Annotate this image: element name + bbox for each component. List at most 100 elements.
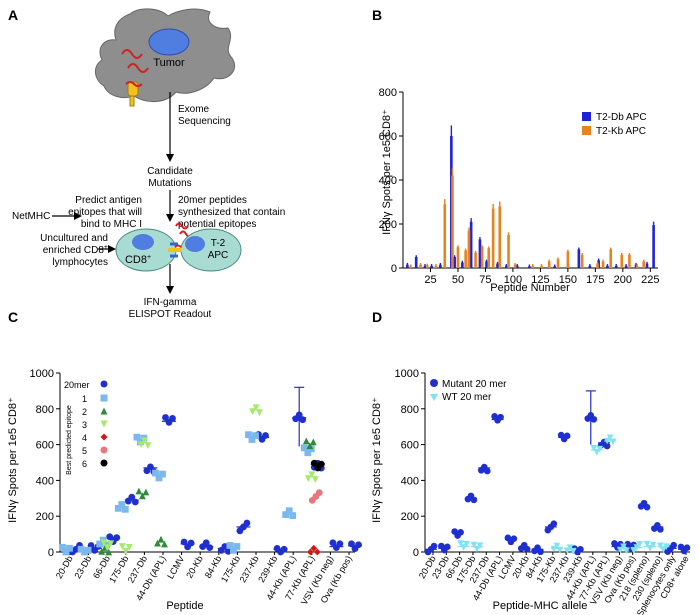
panel-b-xlabel: Peptide Number bbox=[490, 282, 570, 294]
data-point bbox=[169, 415, 176, 422]
data-point bbox=[135, 487, 143, 495]
data-point bbox=[230, 546, 237, 554]
data-point bbox=[550, 520, 558, 528]
d-y-tick-label: 200 bbox=[401, 511, 419, 523]
panel-b-letter: B bbox=[372, 7, 382, 23]
bar bbox=[577, 249, 581, 268]
panel-b-bar-chart: B IFNγ Spots per 1e5 CD8⁺ Peptide Number… bbox=[372, 7, 659, 294]
panel-c-ylabel: IFNγ Spots per 1e5 CD8⁺ bbox=[7, 397, 19, 523]
c-y-tick-label: 200 bbox=[36, 511, 54, 523]
data-point bbox=[107, 540, 115, 548]
bar bbox=[467, 230, 471, 268]
b-y-tick-label: 0 bbox=[391, 263, 397, 275]
panel-c-letter: C bbox=[8, 309, 18, 325]
b-x-tick-label: 25 bbox=[424, 274, 436, 286]
uncultured-label-3: lymphocytes bbox=[52, 257, 108, 268]
data-point bbox=[510, 535, 518, 542]
data-point bbox=[202, 539, 210, 547]
data-point bbox=[121, 505, 129, 513]
data-point bbox=[282, 511, 290, 519]
d-y-tick-label: 1000 bbox=[395, 368, 419, 380]
data-point bbox=[114, 504, 122, 512]
d-y-tick-label: 600 bbox=[401, 440, 419, 452]
tcr-mhc-synapse-icon bbox=[168, 242, 182, 258]
data-point bbox=[96, 540, 104, 548]
data-point bbox=[289, 512, 297, 519]
c-x-tick-label: 20-Db bbox=[54, 554, 75, 580]
c-x-tick-label: 23-Db bbox=[72, 554, 93, 580]
b-x-tick-label: 150 bbox=[559, 274, 577, 286]
data-point bbox=[206, 544, 214, 551]
candidate-label: Candidate bbox=[147, 166, 193, 177]
data-point bbox=[309, 438, 317, 446]
data-point bbox=[553, 542, 561, 550]
bar bbox=[645, 263, 649, 268]
data-point bbox=[563, 432, 571, 440]
bar bbox=[474, 252, 477, 268]
bar bbox=[485, 261, 488, 268]
b-y-tick-label: 800 bbox=[379, 87, 397, 99]
data-point bbox=[139, 492, 146, 500]
data-point bbox=[603, 442, 611, 450]
legend-label-epitope: 4 bbox=[82, 433, 87, 443]
c-x-tick-label: 20-Kb bbox=[184, 554, 205, 580]
data-point bbox=[566, 544, 574, 551]
data-point bbox=[317, 460, 325, 468]
data-point bbox=[245, 431, 252, 439]
data-point bbox=[159, 470, 166, 478]
cd8-label: CD8+ bbox=[125, 254, 151, 266]
panel-d-axes: 0200400600800100020-Db23-Db66-Db175-Db23… bbox=[395, 368, 691, 615]
data-point bbox=[476, 542, 484, 550]
data-point bbox=[308, 471, 316, 479]
c-x-tick-label: LCMV bbox=[165, 554, 186, 581]
data-point bbox=[649, 541, 657, 549]
peptide-squiggle-1 bbox=[175, 222, 189, 230]
bar bbox=[461, 262, 464, 268]
uncultured-label-2: enriched CD8+ bbox=[43, 244, 108, 256]
legend-label-epitope: 5 bbox=[82, 446, 87, 456]
data-point bbox=[590, 445, 598, 452]
data-point bbox=[137, 441, 145, 448]
data-point bbox=[304, 449, 312, 457]
data-point bbox=[77, 545, 85, 553]
data-point bbox=[606, 434, 614, 442]
data-point bbox=[306, 548, 314, 556]
b-y-tick-label: 600 bbox=[379, 131, 397, 143]
uncultured-label-1: Uncultured and bbox=[40, 233, 108, 244]
data-point bbox=[252, 432, 259, 440]
panel-d-letter: D bbox=[372, 309, 382, 325]
legend-label-epitope: 1 bbox=[82, 394, 87, 404]
b-x-tick-label: 100 bbox=[504, 274, 522, 286]
bar bbox=[453, 257, 456, 268]
data-point bbox=[310, 459, 318, 467]
c-y-tick-label: 400 bbox=[36, 475, 54, 487]
elispot-label: ELISPOT Readout bbox=[129, 309, 212, 320]
bar bbox=[609, 249, 613, 268]
synthesized-label-1: 20mer peptides bbox=[178, 195, 247, 206]
panel-c-points bbox=[59, 386, 362, 556]
c-y-tick-label: 0 bbox=[48, 547, 54, 559]
data-point bbox=[444, 543, 451, 551]
t2-apc-nucleus bbox=[185, 236, 205, 252]
data-point bbox=[657, 542, 664, 550]
data-point bbox=[249, 408, 256, 416]
data-point bbox=[152, 469, 159, 477]
data-point bbox=[243, 519, 251, 527]
data-point bbox=[623, 547, 630, 555]
data-point bbox=[537, 548, 544, 556]
legend-label-mutant: Mutant 20 mer bbox=[442, 379, 507, 390]
b-x-tick-label: 50 bbox=[452, 274, 464, 286]
data-point bbox=[550, 545, 558, 553]
data-point bbox=[142, 488, 150, 496]
data-point bbox=[643, 540, 651, 548]
panel-d-xlabel: Peptide-MHC allele bbox=[493, 600, 588, 612]
bar bbox=[464, 250, 467, 268]
data-point bbox=[118, 501, 126, 508]
legend-marker-mutant bbox=[430, 379, 438, 387]
data-point bbox=[563, 547, 571, 555]
sequencing-label: Sequencing bbox=[178, 116, 231, 127]
bar bbox=[451, 175, 454, 268]
b-x-tick-label: 175 bbox=[586, 274, 604, 286]
bar bbox=[491, 208, 495, 268]
panel-d-scatter-chart: D IFNγ Spots per 1e5 CD8⁺ Peptide-MHC al… bbox=[371, 309, 691, 615]
